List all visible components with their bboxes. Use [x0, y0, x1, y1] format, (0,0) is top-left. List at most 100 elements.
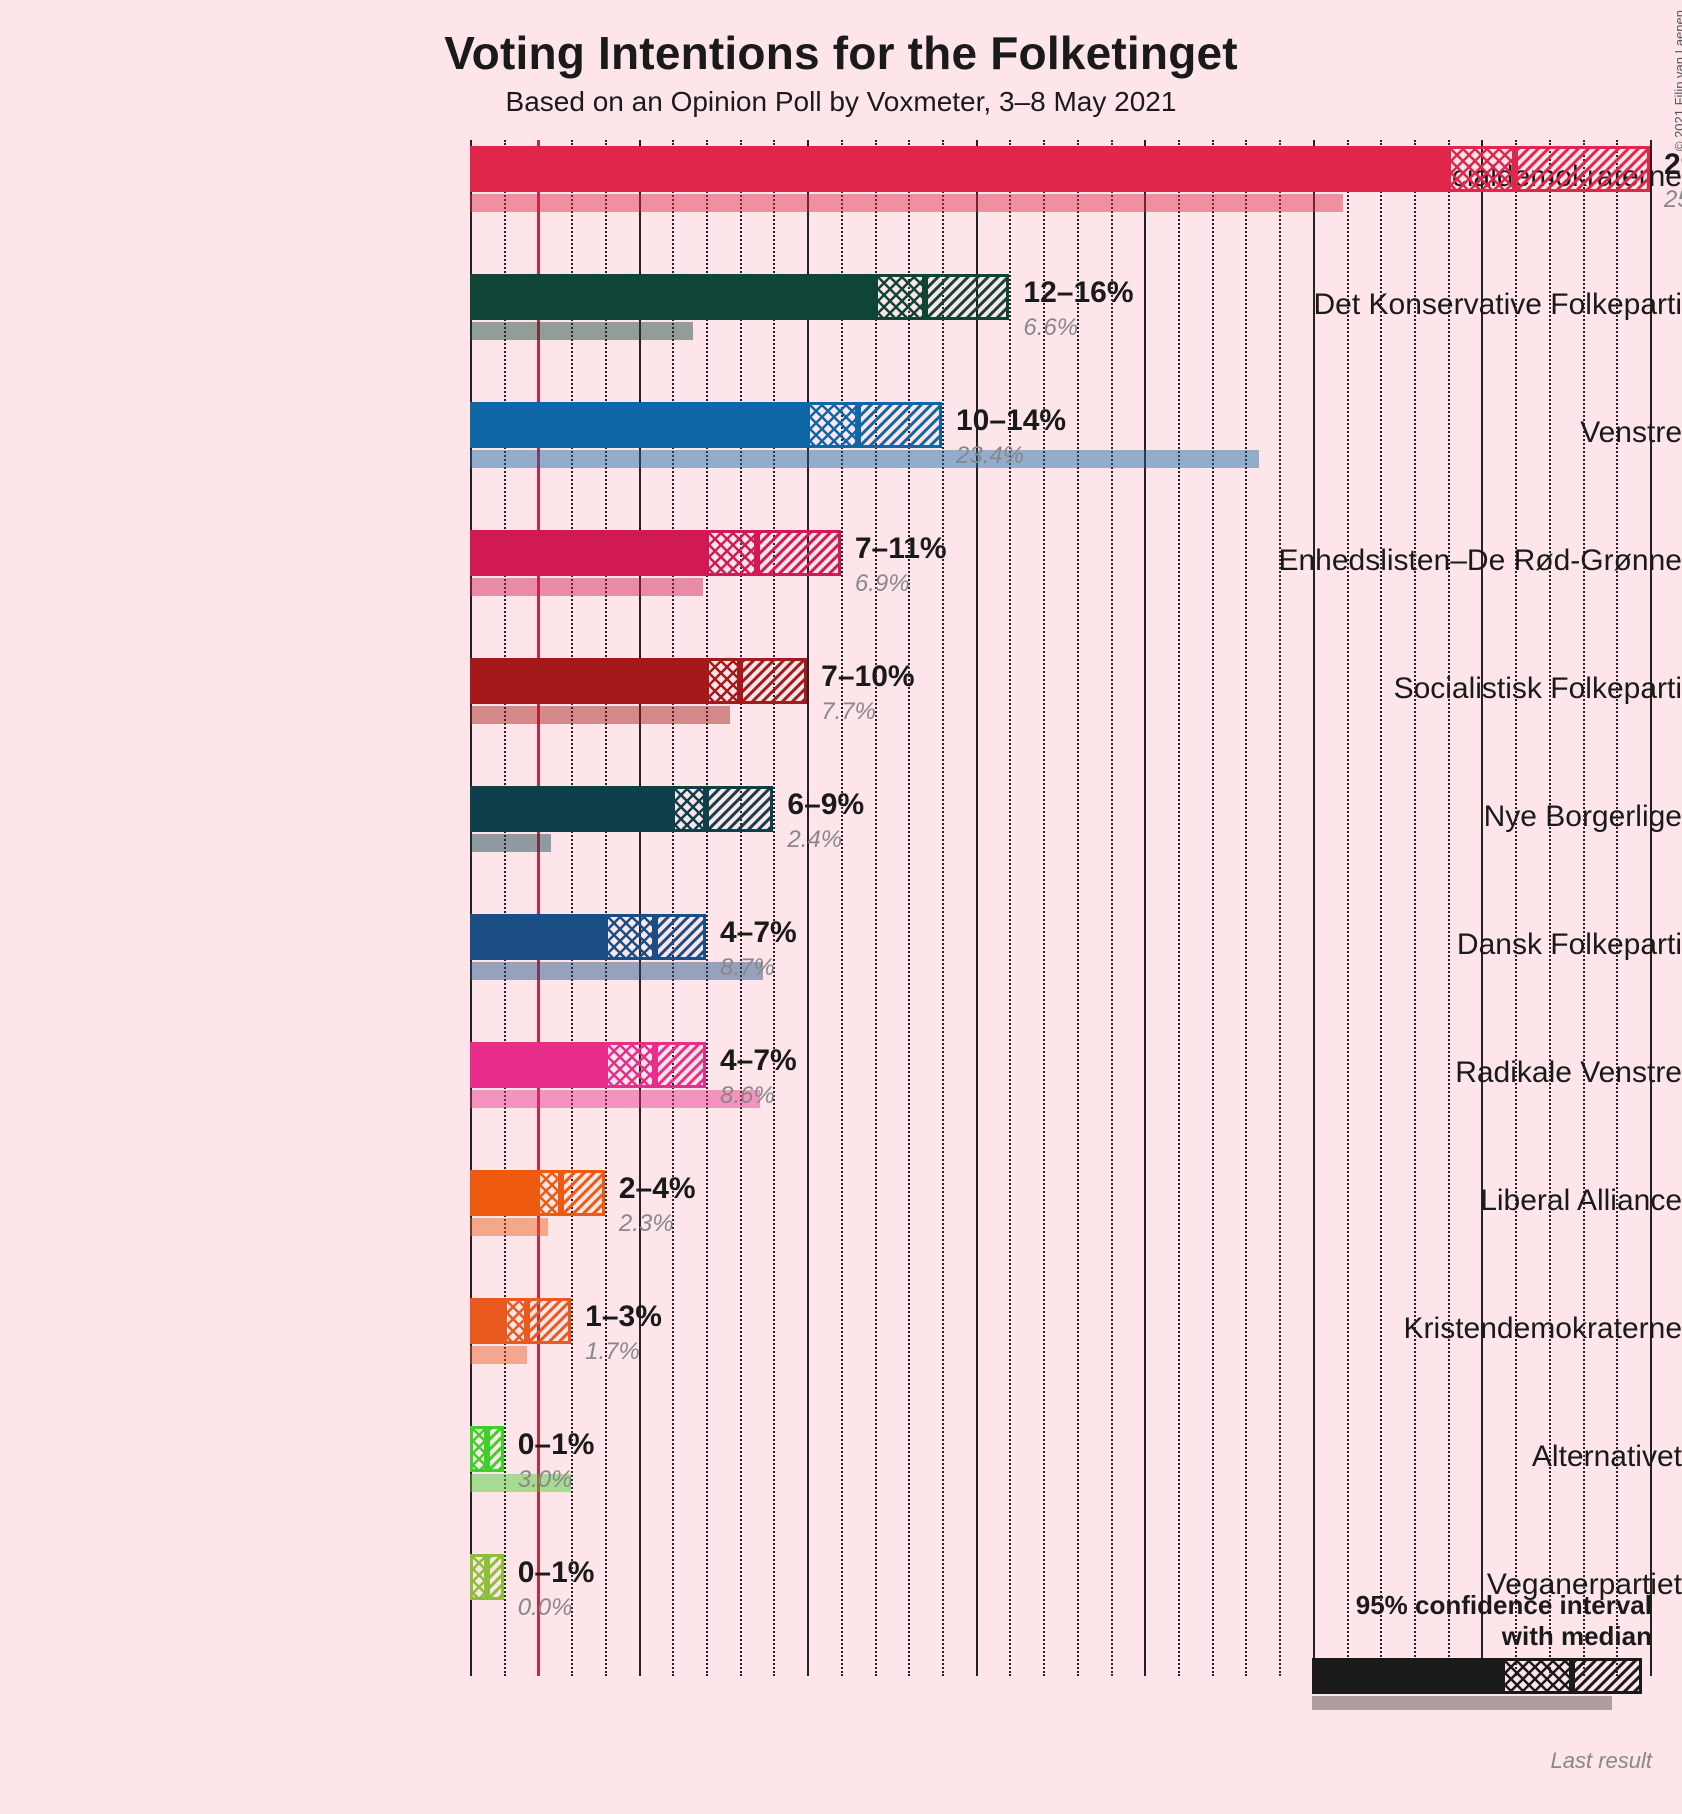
last-result-bar	[470, 450, 1259, 468]
party-row: Nye Borgerlige 6–9% 2.4%	[0, 780, 1682, 908]
ci-median-bar	[605, 1042, 656, 1088]
value-range: 0–1%	[518, 1428, 595, 1462]
party-row: Enhedslisten–De Rød-Grønne 7–11% 6.9%	[0, 524, 1682, 652]
party-label: Nye Borgerlige	[1230, 800, 1682, 834]
last-result-bar	[470, 1218, 548, 1236]
party-label: Venstre	[1230, 416, 1682, 450]
party-row: Liberal Alliance 2–4% 2.3%	[0, 1164, 1682, 1292]
ci-high-bar	[757, 530, 841, 576]
party-label: Liberal Alliance	[1230, 1184, 1682, 1218]
value-range: 1–3%	[585, 1300, 662, 1334]
last-result-bar	[470, 194, 1343, 212]
ci-high-bar	[740, 658, 807, 704]
ci-high-bar	[527, 1298, 571, 1344]
value-last: 2.4%	[787, 826, 842, 854]
ci-low-bar	[470, 274, 875, 320]
ci-high-bar	[655, 914, 706, 960]
ci-high-bar	[487, 1554, 504, 1600]
ci-low-bar	[470, 658, 706, 704]
plot-area: Socialdemokraterne29–35%25.9%Det Konserv…	[0, 140, 1682, 1700]
party-label: Socialistisk Folkeparti	[1230, 672, 1682, 706]
party-row: Kristendemokraterne 1–3% 1.7%	[0, 1292, 1682, 1420]
ci-median-bar	[875, 274, 926, 320]
chart-subtitle: Based on an Opinion Poll by Voxmeter, 3–…	[0, 86, 1682, 118]
ci-high-bar	[925, 274, 1009, 320]
ci-median-bar	[470, 1426, 487, 1472]
value-last: 8.6%	[720, 1082, 775, 1110]
ci-low-bar	[470, 402, 807, 448]
legend-diag	[1572, 1658, 1642, 1694]
party-label: Dansk Folkeparti	[1230, 928, 1682, 962]
value-last: 8.7%	[720, 954, 775, 982]
party-row: Venstre 10–14% 23.4%	[0, 396, 1682, 524]
last-result-bar	[470, 834, 551, 852]
value-last: 7.7%	[821, 698, 876, 726]
ci-high-bar	[1515, 146, 1650, 192]
party-label: Radikale Venstre	[1230, 1056, 1682, 1090]
last-result-bar	[470, 706, 730, 724]
party-row: Socialdemokraterne29–35%25.9%	[0, 140, 1682, 268]
party-row: Dansk Folkeparti 4–7% 8.7%	[0, 908, 1682, 1036]
ci-low-bar	[470, 1042, 605, 1088]
legend-bar	[1312, 1658, 1652, 1694]
value-last: 0.0%	[518, 1594, 573, 1622]
value-last: 6.9%	[855, 570, 910, 598]
value-range: 10–14%	[956, 404, 1066, 438]
ci-low-bar	[470, 1298, 504, 1344]
party-label: Enhedslisten–De Rød-Grønne	[1230, 544, 1682, 578]
legend-solid	[1312, 1658, 1502, 1694]
ci-high-bar	[561, 1170, 605, 1216]
value-last: 3.0%	[518, 1466, 573, 1494]
ci-median-bar	[706, 658, 740, 704]
ci-high-bar	[858, 402, 942, 448]
ci-low-bar	[470, 914, 605, 960]
chart-title: Voting Intentions for the Folketinget	[0, 26, 1682, 80]
party-label: Alternativet	[1230, 1440, 1682, 1474]
party-row: Socialistisk Folkeparti 7–10% 7.7%	[0, 652, 1682, 780]
value-range: 4–7%	[720, 916, 797, 950]
value-last: 1.7%	[585, 1338, 640, 1366]
value-range: 12–16%	[1023, 276, 1133, 310]
last-result-bar	[470, 1346, 527, 1364]
legend-cross	[1502, 1658, 1572, 1694]
ci-high-bar	[655, 1042, 706, 1088]
value-last: 25.9%	[1664, 186, 1682, 214]
ci-low-bar	[470, 146, 1448, 192]
ci-median-bar	[504, 1298, 528, 1344]
value-range: 4–7%	[720, 1044, 797, 1078]
ci-low-bar	[470, 1170, 537, 1216]
ci-median-bar	[605, 914, 656, 960]
value-last: 23.4%	[956, 442, 1024, 470]
ci-low-bar	[470, 786, 672, 832]
legend-line-2: with median	[1312, 1621, 1652, 1652]
ci-median-bar	[672, 786, 706, 832]
value-last: 6.6%	[1023, 314, 1078, 342]
last-result-bar	[470, 578, 703, 596]
ci-median-bar	[706, 530, 757, 576]
legend-line-1: 95% confidence interval	[1312, 1590, 1652, 1621]
ci-median-bar	[1448, 146, 1515, 192]
value-range: 2–4%	[619, 1172, 696, 1206]
value-range: 6–9%	[787, 788, 864, 822]
legend: 95% confidence interval with median Last…	[1312, 1590, 1652, 1774]
last-result-bar	[470, 1090, 760, 1108]
copyright-notice: © 2021 Filip van Laenen	[1672, 10, 1682, 151]
chart-container: Voting Intentions for the Folketinget Ba…	[0, 0, 1682, 1814]
party-row: Radikale Venstre 4–7% 8.6%	[0, 1036, 1682, 1164]
value-range: 7–10%	[821, 660, 914, 694]
party-label: Det Konservative Folkeparti	[1230, 288, 1682, 322]
last-result-bar	[470, 322, 693, 340]
party-row: Det Konservative Folkeparti 12–16% 6.6%	[0, 268, 1682, 396]
legend-last-bar	[1312, 1696, 1612, 1710]
ci-median-bar	[537, 1170, 561, 1216]
ci-median-bar	[470, 1554, 487, 1600]
value-range: 29–35%	[1664, 148, 1682, 182]
ci-high-bar	[487, 1426, 504, 1472]
party-label: Kristendemokraterne	[1230, 1312, 1682, 1346]
ci-high-bar	[706, 786, 773, 832]
party-row: Alternativet 0–1% 3.0%	[0, 1420, 1682, 1548]
value-range: 7–11%	[855, 532, 947, 566]
value-last: 2.3%	[619, 1210, 674, 1238]
value-range: 0–1%	[518, 1556, 595, 1590]
ci-low-bar	[470, 530, 706, 576]
